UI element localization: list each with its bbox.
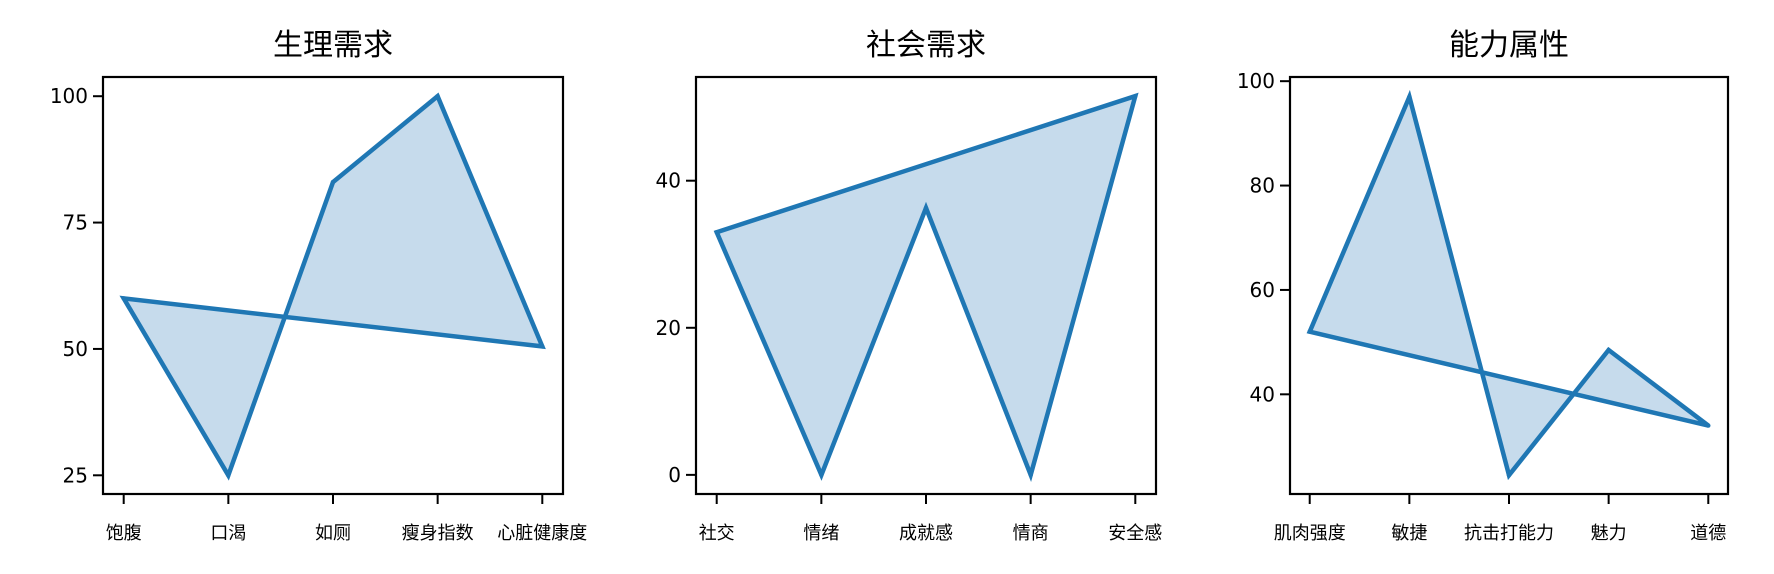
data-point-5 xyxy=(1706,423,1711,428)
data-point-2 xyxy=(226,473,231,478)
x-tick-label: 安全感 xyxy=(1108,523,1162,544)
data-point-5 xyxy=(1133,93,1138,99)
y-tick-label: 50 xyxy=(63,337,88,361)
chart-title: 生理需求 xyxy=(273,28,393,63)
y-tick-label: 25 xyxy=(63,463,88,487)
x-tick-label: 心脏健康度 xyxy=(497,523,587,544)
data-point-4 xyxy=(1606,347,1611,353)
x-tick-label: 肌肉强度 xyxy=(1274,523,1346,544)
x-tick-label: 魅力 xyxy=(1591,523,1627,544)
data-point-5 xyxy=(540,344,545,349)
data-point-3 xyxy=(330,179,336,185)
x-tick-label: 瘦身指数 xyxy=(402,523,474,544)
y-tick-label: 40 xyxy=(656,169,681,193)
data-point-4 xyxy=(435,94,440,99)
x-tick-label: 成就感 xyxy=(899,523,953,544)
x-tick-label: 如厕 xyxy=(315,523,351,544)
x-tick-label: 抗击打能力 xyxy=(1464,523,1554,544)
data-point-1 xyxy=(121,296,126,301)
data-point-2 xyxy=(1407,94,1412,100)
data-point-3 xyxy=(1506,473,1512,478)
chart-panel-1: 25 50 75 100 饱腹 口渴 如厕 瘦身指数 心脏健康度 生理需求 xyxy=(50,28,587,544)
x-tick-label: 社交 xyxy=(699,523,735,544)
x-tick-label: 敏捷 xyxy=(1391,523,1427,544)
series-line xyxy=(713,92,1139,483)
series-line xyxy=(119,92,546,481)
y-tick-label: 75 xyxy=(63,211,88,235)
area-fill xyxy=(123,96,543,476)
area-fill xyxy=(716,96,1136,475)
x-tick-label: 道德 xyxy=(1690,523,1726,544)
chart-title: 能力属性 xyxy=(1449,28,1569,63)
data-point-1 xyxy=(714,230,719,235)
y-tick-label: 60 xyxy=(1250,278,1275,302)
y-tick-label: 40 xyxy=(1250,382,1275,406)
chart-title: 社会需求 xyxy=(866,28,986,63)
data-point-3 xyxy=(923,205,929,211)
chart-panel-2: 0 20 40 社交 情绪 成就感 情商 安全感 社会需求 xyxy=(656,28,1163,544)
y-tick-label: 20 xyxy=(656,316,681,340)
area-fill xyxy=(1309,96,1709,476)
data-point-2 xyxy=(819,472,824,478)
y-tick-label: 80 xyxy=(1250,174,1275,198)
y-tick-label: 100 xyxy=(1237,69,1275,93)
data-point-4 xyxy=(1028,472,1033,478)
x-tick-label: 饱腹 xyxy=(106,523,142,544)
x-tick-label: 情商 xyxy=(1013,523,1049,544)
data-point-1 xyxy=(1307,329,1312,334)
x-tick-label: 口渴 xyxy=(210,523,246,544)
y-tick-label: 100 xyxy=(50,84,88,108)
series-line xyxy=(1306,89,1710,481)
chart-panel-3: 40 60 80 100 肌肉强度 敏捷 抗击打能力 魅力 道德 能力属性 xyxy=(1237,28,1730,544)
y-tick-label: 0 xyxy=(668,463,681,487)
x-tick-label: 情绪 xyxy=(803,523,839,544)
